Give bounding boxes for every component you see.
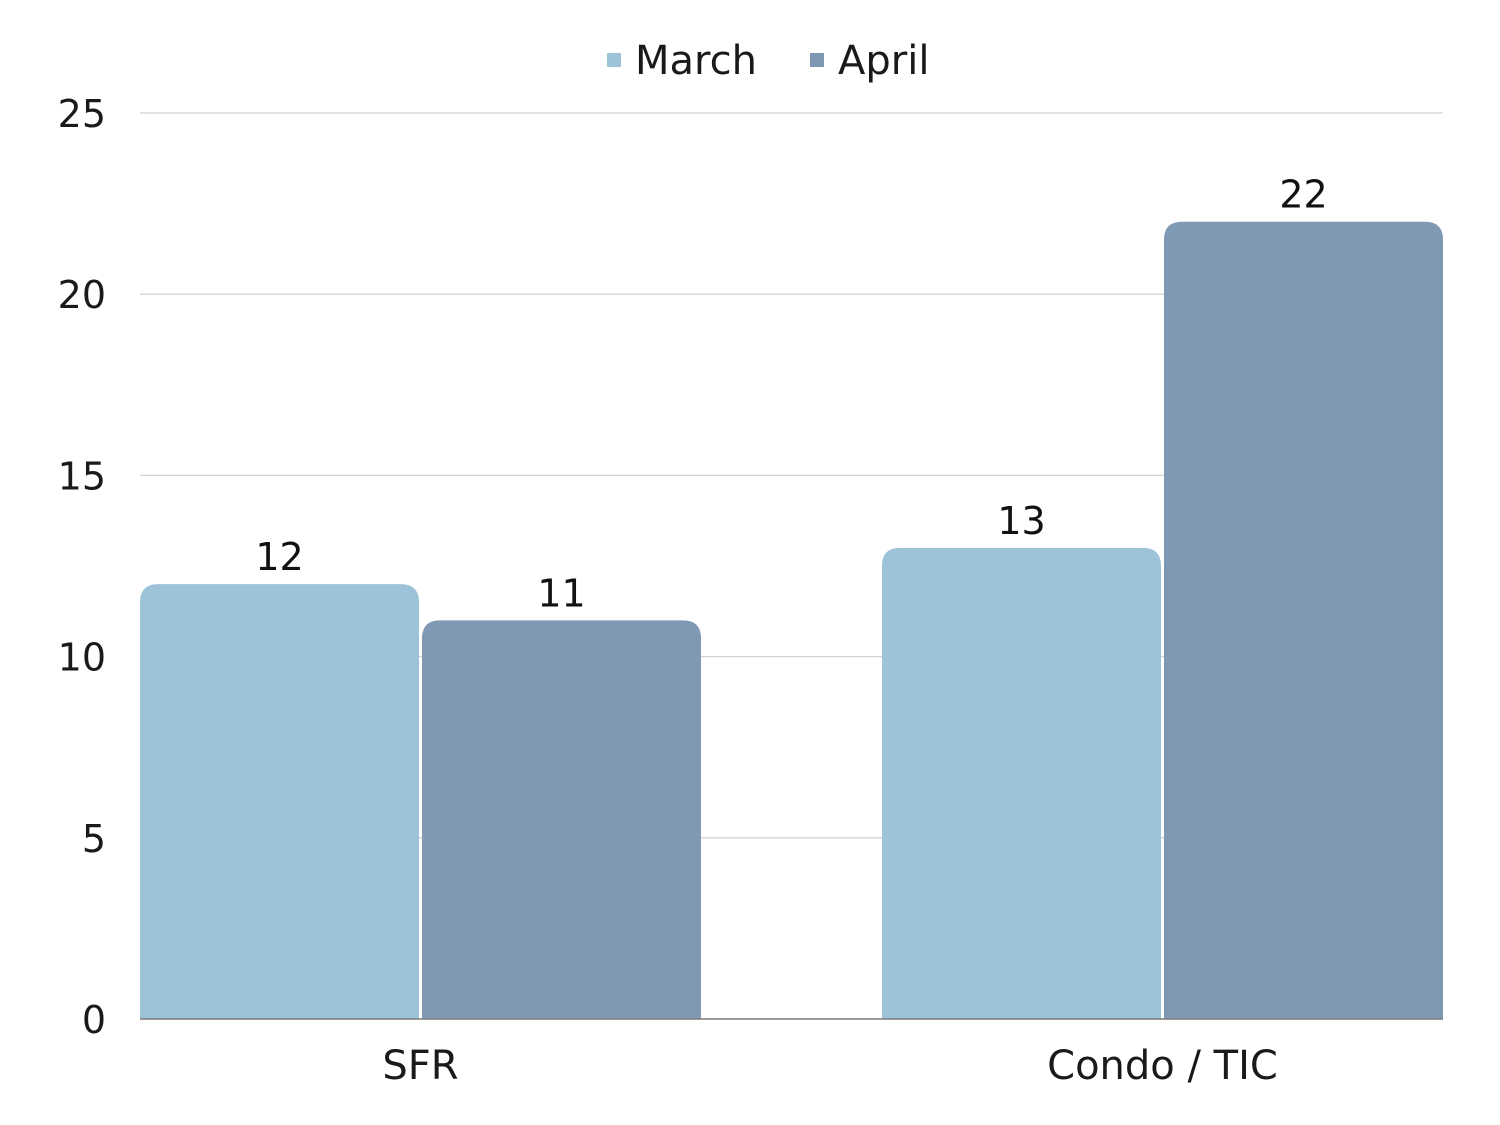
data-label: 11	[537, 571, 585, 615]
y-tick-label: 0	[82, 998, 106, 1042]
x-category-label: Condo / TIC	[1047, 1043, 1278, 1089]
y-tick-label: 25	[58, 92, 106, 136]
legend-label: April	[838, 38, 929, 84]
x-category-label: SFR	[382, 1043, 458, 1089]
bars	[140, 221, 1443, 1020]
bar-march-0	[140, 584, 419, 1019]
data-label: 22	[1279, 173, 1327, 217]
data-label: 13	[997, 499, 1045, 543]
bar-april-1	[1164, 221, 1443, 1020]
y-tick-label: 10	[58, 636, 106, 680]
data-labels: 12 11 13 22	[255, 173, 1327, 616]
axes: 0 5 10 15 20 25 SFR Condo / TIC	[58, 92, 1443, 1089]
y-tick-label: 15	[58, 454, 106, 498]
y-tick-label: 20	[58, 273, 106, 317]
legend: March April	[607, 38, 929, 84]
legend-swatch	[607, 53, 621, 67]
legend-swatch	[810, 53, 824, 67]
y-tick-label: 5	[82, 817, 106, 861]
bar-march-1	[882, 547, 1161, 1019]
data-label: 12	[255, 535, 303, 579]
bar-april-0	[422, 620, 701, 1019]
legend-label: March	[635, 38, 757, 84]
